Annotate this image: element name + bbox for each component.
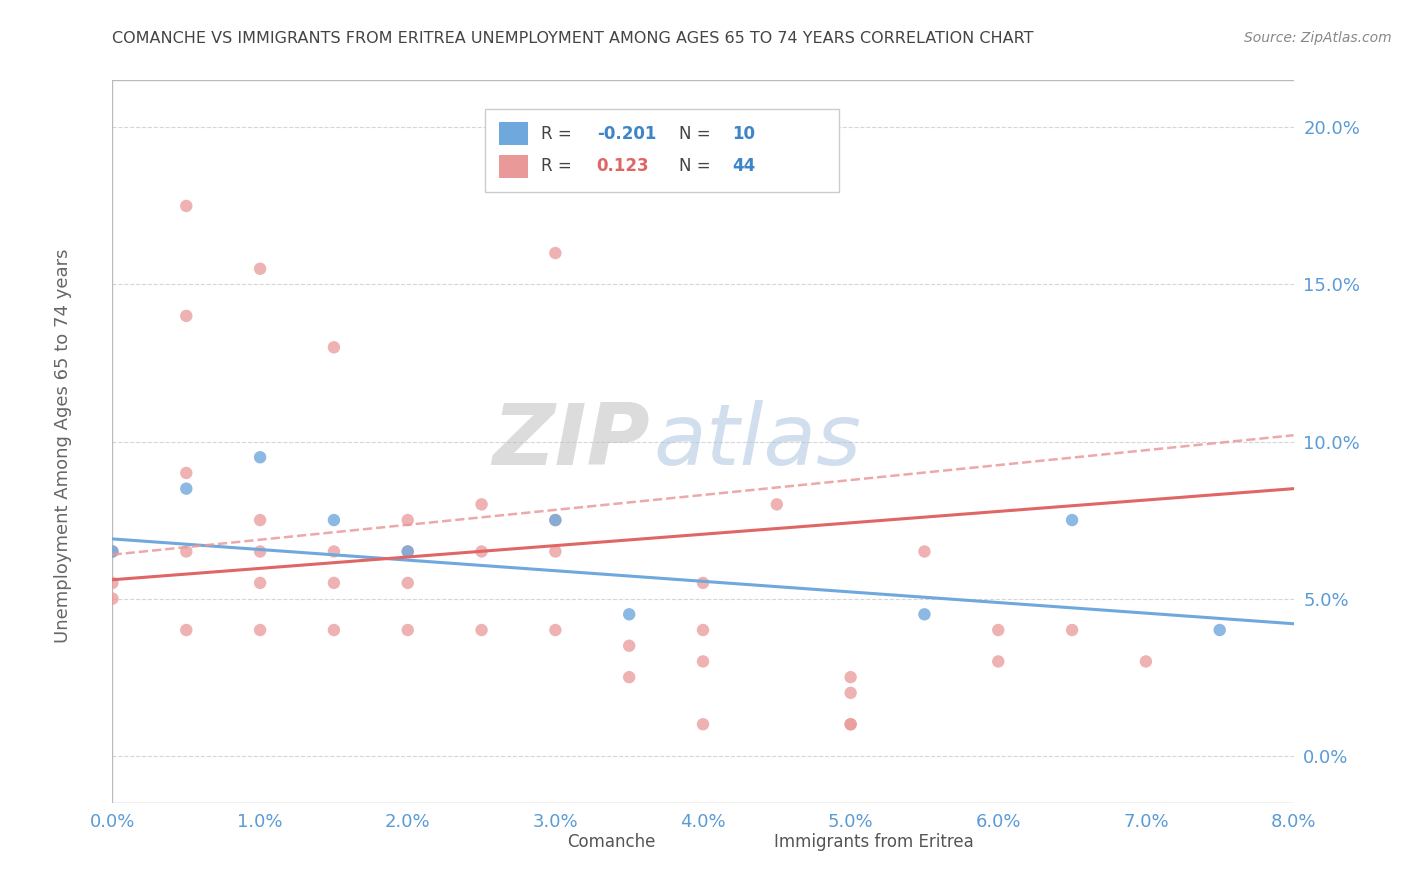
Point — [396, 623, 419, 637]
Point — [323, 544, 346, 558]
Point — [249, 623, 271, 637]
Text: 0.123: 0.123 — [596, 157, 650, 175]
Text: Source: ZipAtlas.com: Source: ZipAtlas.com — [1244, 31, 1392, 45]
Point — [396, 513, 419, 527]
Point — [471, 497, 494, 511]
Point — [619, 639, 641, 653]
Text: ZIP: ZIP — [492, 400, 650, 483]
FancyBboxPatch shape — [531, 831, 558, 852]
Point — [249, 575, 271, 590]
Point — [544, 246, 567, 260]
Point — [914, 544, 936, 558]
Point — [249, 261, 271, 276]
Point — [1062, 513, 1084, 527]
Point — [987, 655, 1010, 669]
Point — [396, 544, 419, 558]
Point — [765, 497, 787, 511]
Point — [101, 591, 124, 606]
Text: Immigrants from Eritrea: Immigrants from Eritrea — [773, 833, 973, 851]
FancyBboxPatch shape — [499, 154, 529, 178]
Text: Unemployment Among Ages 65 to 74 years: Unemployment Among Ages 65 to 74 years — [55, 249, 72, 643]
Point — [396, 544, 419, 558]
Point — [249, 513, 271, 527]
Point — [249, 544, 271, 558]
Point — [692, 575, 714, 590]
Point — [544, 513, 567, 527]
Point — [174, 482, 197, 496]
Point — [471, 544, 494, 558]
FancyBboxPatch shape — [485, 109, 839, 193]
Point — [839, 717, 862, 731]
Point — [174, 623, 197, 637]
Text: Comanche: Comanche — [567, 833, 655, 851]
Text: 10: 10 — [733, 125, 755, 143]
Text: COMANCHE VS IMMIGRANTS FROM ERITREA UNEMPLOYMENT AMONG AGES 65 TO 74 YEARS CORRE: COMANCHE VS IMMIGRANTS FROM ERITREA UNEM… — [112, 31, 1033, 46]
Point — [987, 623, 1010, 637]
Text: 44: 44 — [733, 157, 756, 175]
Point — [323, 623, 346, 637]
Text: R =: R = — [541, 125, 578, 143]
Point — [101, 575, 124, 590]
Point — [692, 655, 714, 669]
Text: -0.201: -0.201 — [596, 125, 657, 143]
Point — [323, 513, 346, 527]
Point — [396, 575, 419, 590]
Point — [249, 450, 271, 465]
Point — [544, 623, 567, 637]
FancyBboxPatch shape — [499, 122, 529, 145]
Point — [839, 717, 862, 731]
Point — [101, 544, 124, 558]
Point — [174, 309, 197, 323]
Point — [323, 575, 346, 590]
Point — [544, 544, 567, 558]
Point — [692, 717, 714, 731]
Point — [619, 670, 641, 684]
FancyBboxPatch shape — [738, 831, 765, 852]
Text: atlas: atlas — [654, 400, 862, 483]
Point — [1208, 623, 1232, 637]
Point — [1135, 655, 1157, 669]
Point — [1062, 623, 1084, 637]
Point — [619, 607, 641, 622]
Point — [101, 544, 124, 558]
Point — [839, 686, 862, 700]
Point — [914, 607, 936, 622]
Text: R =: R = — [541, 157, 578, 175]
Point — [323, 340, 346, 354]
Text: N =: N = — [679, 157, 716, 175]
Text: N =: N = — [679, 125, 716, 143]
Point — [692, 623, 714, 637]
Point — [174, 199, 197, 213]
Point — [174, 544, 197, 558]
Point — [839, 670, 862, 684]
Point — [174, 466, 197, 480]
Point — [471, 623, 494, 637]
Point — [544, 513, 567, 527]
